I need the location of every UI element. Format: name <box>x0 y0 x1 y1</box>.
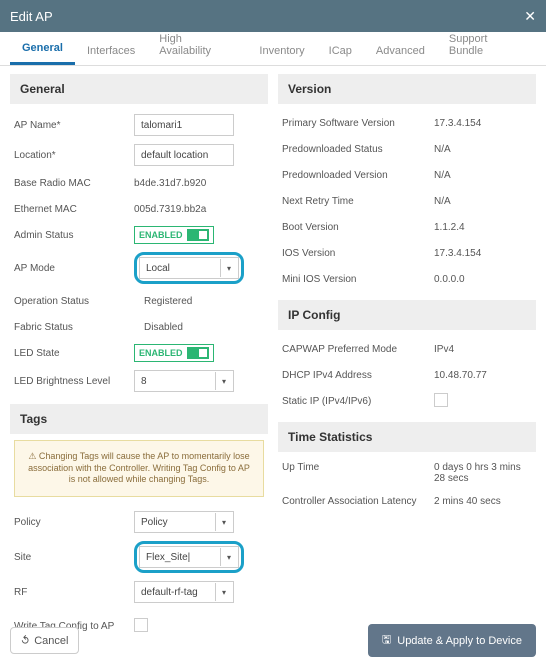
capwap-value: IPv4 <box>434 344 532 355</box>
ap-name-label: AP Name* <box>14 120 134 131</box>
section-version: Version <box>278 74 536 104</box>
boot-ver-value: 1.1.2.4 <box>434 222 532 233</box>
policy-label: Policy <box>14 517 134 528</box>
base-mac-label: Base Radio MAC <box>14 178 134 189</box>
base-mac-value: b4de.31d7.b920 <box>134 178 264 189</box>
next-retry-value: N/A <box>434 196 532 207</box>
capwap-label: CAPWAP Preferred Mode <box>282 344 434 355</box>
fabric-status-value: Disabled <box>134 322 264 333</box>
location-input[interactable] <box>134 144 234 166</box>
latency-label: Controller Association Latency <box>282 496 434 507</box>
rf-label: RF <box>14 587 134 598</box>
tab-inventory[interactable]: Inventory <box>247 37 316 65</box>
section-timestats: Time Statistics <box>278 422 536 452</box>
section-ipconfig: IP Config <box>278 300 536 330</box>
boot-ver-label: Boot Version <box>282 222 434 233</box>
op-status-label: Operation Status <box>14 296 134 307</box>
uptime-label: Up Time <box>282 462 434 473</box>
save-icon: 🖫 <box>382 631 391 650</box>
ap-mode-highlight: Local <box>134 252 244 284</box>
admin-status-label: Admin Status <box>14 230 134 241</box>
ap-name-input[interactable] <box>134 114 234 136</box>
apply-button[interactable]: 🖫Update & Apply to Device <box>368 624 536 657</box>
static-ip-label: Static IP (IPv4/IPv6) <box>282 396 434 407</box>
latency-value: 2 mins 40 secs <box>434 496 532 507</box>
tab-icap[interactable]: ICap <box>317 37 364 65</box>
led-brightness-select[interactable]: 8 <box>134 370 234 392</box>
rf-select[interactable]: default-rf-tag <box>134 581 234 603</box>
ios-ver-label: IOS Version <box>282 248 434 259</box>
tab-support-bundle[interactable]: Support Bundle <box>437 25 536 65</box>
policy-select[interactable]: Policy <box>134 511 234 533</box>
primary-sw-value: 17.3.4.154 <box>434 118 532 129</box>
site-highlight: Flex_Site| <box>134 541 244 573</box>
cancel-button[interactable]: ↺Cancel <box>10 627 79 654</box>
predl-status-value: N/A <box>434 144 532 155</box>
led-state-label: LED State <box>14 348 134 359</box>
site-select[interactable]: Flex_Site| <box>139 546 239 568</box>
dhcp-value: 10.48.70.77 <box>434 370 532 381</box>
eth-mac-value: 005d.7319.bb2a <box>134 204 264 215</box>
modal-title: Edit AP <box>10 9 53 24</box>
location-label: Location* <box>14 150 134 161</box>
op-status-value: Registered <box>134 296 264 307</box>
next-retry-label: Next Retry Time <box>282 196 434 207</box>
close-icon[interactable]: ✕ <box>524 8 536 25</box>
tab-general[interactable]: General <box>10 34 75 65</box>
tab-bar: General Interfaces High Availability Inv… <box>0 32 546 66</box>
section-tags: Tags <box>10 404 268 434</box>
ios-ver-value: 17.3.4.154 <box>434 248 532 259</box>
tab-advanced[interactable]: Advanced <box>364 37 437 65</box>
predl-ver-label: Predownloaded Version <box>282 170 434 181</box>
ap-mode-label: AP Mode <box>14 263 134 274</box>
site-label: Site <box>14 552 134 563</box>
tab-high-availability[interactable]: High Availability <box>147 25 247 65</box>
predl-status-label: Predownloaded Status <box>282 144 434 155</box>
admin-status-toggle[interactable]: ENABLED <box>134 226 214 244</box>
fabric-status-label: Fabric Status <box>14 322 134 333</box>
uptime-value: 0 days 0 hrs 3 mins 28 secs <box>434 462 532 484</box>
mini-ios-value: 0.0.0.0 <box>434 274 532 285</box>
static-ip-checkbox[interactable] <box>434 393 448 407</box>
predl-ver-value: N/A <box>434 170 532 181</box>
led-state-toggle[interactable]: ENABLED <box>134 344 214 362</box>
mini-ios-label: Mini IOS Version <box>282 274 434 285</box>
tags-warning: ⚠ Changing Tags will cause the AP to mom… <box>14 440 264 497</box>
undo-icon: ↺ <box>18 633 34 649</box>
section-general: General <box>10 74 268 104</box>
led-brightness-label: LED Brightness Level <box>14 376 134 387</box>
dhcp-label: DHCP IPv4 Address <box>282 370 434 381</box>
primary-sw-label: Primary Software Version <box>282 118 434 129</box>
eth-mac-label: Ethernet MAC <box>14 204 134 215</box>
tab-interfaces[interactable]: Interfaces <box>75 37 147 65</box>
ap-mode-select[interactable]: Local <box>139 257 239 279</box>
